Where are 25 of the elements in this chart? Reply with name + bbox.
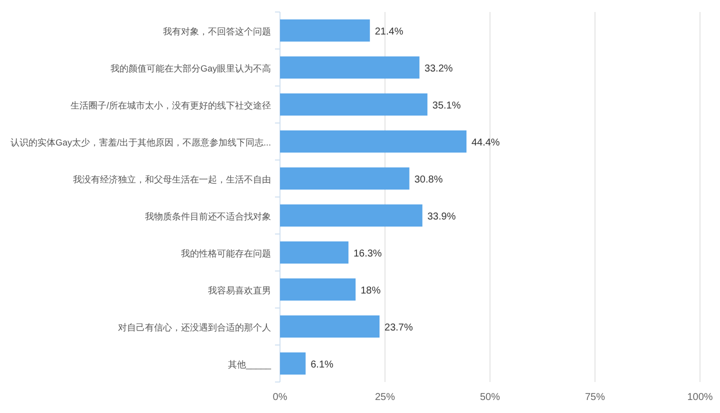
y-tick-label: 我物质条件目前还不适合找对象 [145,212,271,222]
x-tick-label: 25% [374,392,396,403]
y-tick-label: 我容易喜欢直男 [208,286,271,296]
data-label: 6.1% [310,360,334,370]
y-tick-label: 我的性格可能存在问题 [181,248,271,258]
data-label: 35.1% [432,100,461,112]
data-label: 44.4% [471,138,500,148]
y-tick-label: 认识的实体Gay太少，害羞/出于其他原因，不愿意参加线下同志... [10,138,271,148]
data-label: 21.4% [374,26,404,38]
y-tick-label: 我有对象，不回答这个问题 [163,26,271,36]
y-tick-label: 其他_____ [228,360,272,370]
y-tick-label: 我的颜值可能在大部分Gay眼里认为不高 [110,64,271,74]
y-tick-label: 生活圈子/所在城市太小，没有更好的线下社交途径 [70,100,271,110]
data-label: 23.7% [384,322,414,334]
x-tick-label: 0% [272,392,288,403]
x-tick-label: 75% [584,392,606,403]
x-tick-label: 100% [687,392,713,403]
y-tick-label: 我没有经济独立，和父母生活在一起，生活不自由 [73,174,271,184]
data-label: 33.2% [424,64,453,74]
y-tick-label: 对自己有信心，还没遇到合适的那个人 [118,322,271,332]
x-tick-label: 50% [480,392,500,403]
data-label: 33.9% [427,212,456,222]
data-label: 30.8% [414,174,443,186]
data-label: 16.3% [353,248,382,260]
data-label: 18% [360,286,381,296]
